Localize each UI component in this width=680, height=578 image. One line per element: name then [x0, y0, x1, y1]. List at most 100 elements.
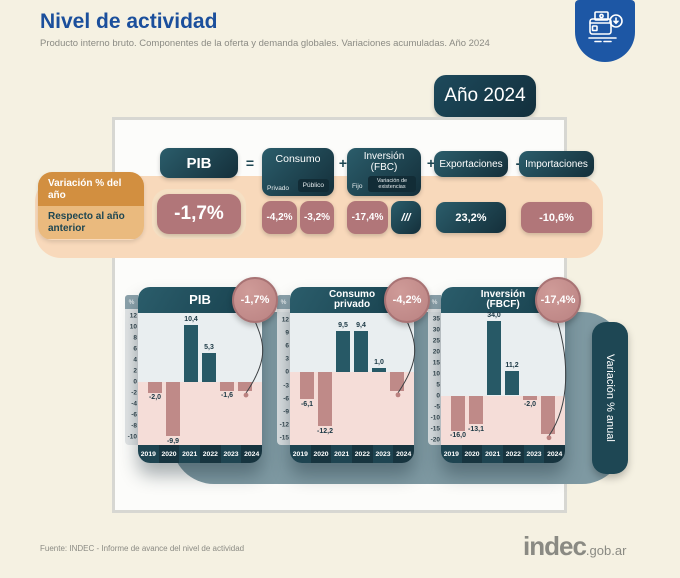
- y-tick-label: 12: [281, 316, 289, 324]
- pib-value: -1,7%: [157, 194, 241, 234]
- bar: [487, 320, 501, 396]
- y-tick-label: 4: [133, 356, 137, 364]
- y-tick-label: -3: [283, 382, 289, 390]
- y-tick-label: -12: [279, 421, 289, 429]
- axis-strip: % 12 10 8 6 4 2 0 -2 -4 -6 -8 -10: [125, 295, 138, 445]
- year-label: 2022: [352, 445, 373, 463]
- chart-panel: % 12 10 8 6 4 2 0 -2 -4 -6 -8 -10 PIB -2,0 -9,9 10,4 5,3-…: [125, 277, 278, 463]
- bar: [148, 381, 162, 393]
- year-label: 2022: [503, 445, 524, 463]
- year-label: 2024: [393, 445, 414, 463]
- y-tick-label: -10: [127, 433, 137, 441]
- bar-label: 34,0: [487, 311, 501, 319]
- percent-tab: %: [277, 295, 290, 309]
- bar: [300, 372, 314, 400]
- legend-bottom: Respecto al año anterior: [38, 206, 144, 239]
- inversion-label: Inversión (FBC): [363, 151, 405, 173]
- pib-header: PIB: [160, 148, 238, 178]
- year-label: 2019: [290, 445, 311, 463]
- axis-strip: % 35 30 25 20 15 10 5 0 -5 -10 -15 -20: [428, 295, 441, 445]
- y-tick-label: 3: [285, 355, 289, 363]
- consumo-publico-value: -3,2%: [300, 201, 334, 234]
- source-note: Fuente: INDEC - Informe de avance del ni…: [40, 544, 245, 553]
- bar: [318, 372, 332, 427]
- bar-label: 9,5: [338, 321, 348, 329]
- bar: [220, 381, 234, 391]
- y-tick-label: -20: [430, 436, 440, 443]
- legend-box: Variación % del año Respecto al año ante…: [38, 172, 144, 240]
- bar: [238, 381, 252, 392]
- page-title: Nivel de actividad: [40, 10, 218, 33]
- y-tick-label: -6: [283, 395, 289, 403]
- y-tick-label: -6: [131, 411, 137, 419]
- y-tick-label: -15: [279, 434, 289, 442]
- bar: [184, 324, 198, 382]
- year-label: 2019: [138, 445, 159, 463]
- percent-tab: %: [428, 295, 441, 309]
- inversion-existencias-label: Variación de existencias: [368, 176, 416, 192]
- year-label: 2021: [482, 445, 504, 463]
- annual-variation-tab: Variación % anual: [592, 322, 628, 474]
- exportaciones-value: 23,2%: [436, 202, 506, 233]
- minus-operator: -: [515, 155, 521, 171]
- chart-panel: % 12 9 6 3 0 -3 -6 -9 -12 -15 Consumo privado -6,1 -1…: [277, 277, 430, 463]
- y-tick-label: 6: [285, 342, 289, 350]
- bar-label: -9,9: [166, 437, 180, 445]
- chart-year-axis: 2019 2020 2021 2022 2023 2024: [441, 445, 565, 463]
- bar-label: 5,3: [204, 343, 214, 351]
- percent-tab: %: [125, 295, 138, 309]
- chart-title: Consumo privado: [328, 288, 376, 310]
- chart-panel: % 35 30 25 20 15 10 5 0 -5 -10 -15 -20 Inversión (FBC…: [428, 277, 581, 463]
- y-tick-label: -2: [131, 389, 137, 397]
- inversion-fijo-label: Fijo: [352, 182, 363, 190]
- bar: [372, 368, 386, 373]
- importaciones-header: Importaciones: [519, 151, 594, 177]
- year-label: 2021: [179, 445, 201, 463]
- chart-year-axis: 2019 2020 2021 2022 2023 2024: [138, 445, 262, 463]
- year-badge: Año 2024: [434, 75, 536, 117]
- inversion-header: Inversión (FBC) Fijo Variación de existe…: [347, 148, 421, 196]
- bar-label: -16,0: [450, 432, 466, 440]
- axis-strip: % 12 9 6 3 0 -3 -6 -9 -12 -15: [277, 295, 290, 445]
- y-tick-label: -5: [434, 403, 440, 410]
- y-tick-label: 0: [285, 368, 289, 376]
- positive-region: [138, 313, 262, 382]
- y-tick-label: 30: [432, 326, 440, 333]
- chart-title: PIB: [189, 291, 211, 307]
- y-tick-label: 10: [432, 370, 440, 377]
- inversion-fijo-value: -17,4%: [347, 201, 388, 234]
- inversion-sublabels: Fijo Variación de existencias: [347, 176, 421, 196]
- year-label: 2019: [441, 445, 462, 463]
- positive-region: [290, 313, 414, 373]
- exportaciones-header: Exportaciones: [434, 151, 508, 177]
- y-tick-label: 2: [133, 367, 137, 375]
- badge-curve: [546, 308, 567, 441]
- y-tick-label: -8: [131, 422, 137, 430]
- y-tick-label: 10: [129, 323, 137, 331]
- y-tick-label: 25: [432, 337, 440, 344]
- bar-label: 1,0: [374, 359, 384, 366]
- bar-label: 11,2: [505, 361, 519, 369]
- inversion-existencias-value: ///: [391, 201, 421, 234]
- badge-curve: [243, 308, 264, 398]
- chart-plot: -16,0 -13,1 34,0 11,2 -2,0: [441, 308, 567, 445]
- y-tick-label: -9: [283, 408, 289, 416]
- indec-logo-suffix: .gob.ar: [585, 543, 627, 558]
- y-tick-label: 9: [285, 329, 289, 337]
- year-label: 2021: [331, 445, 353, 463]
- year-label: 2022: [200, 445, 221, 463]
- y-tick-label: 5: [436, 381, 440, 388]
- year-label: 2020: [158, 445, 180, 463]
- year-label: 2024: [544, 445, 565, 463]
- bar: [354, 331, 368, 373]
- chart-year-axis: 2019 2020 2021 2022 2023 2024: [290, 445, 414, 463]
- plus-operator-1: +: [338, 155, 348, 171]
- y-tick-label: 12: [129, 312, 137, 320]
- consumo-privado-label: Privado: [267, 185, 290, 192]
- consumo-sublabels: Privado Público: [262, 179, 334, 196]
- equals-operator: =: [245, 155, 255, 171]
- year-label: 2020: [461, 445, 483, 463]
- indec-logo[interactable]: indec .gob.ar: [523, 531, 626, 562]
- page-subtitle: Producto interno bruto. Componentes de l…: [40, 38, 490, 49]
